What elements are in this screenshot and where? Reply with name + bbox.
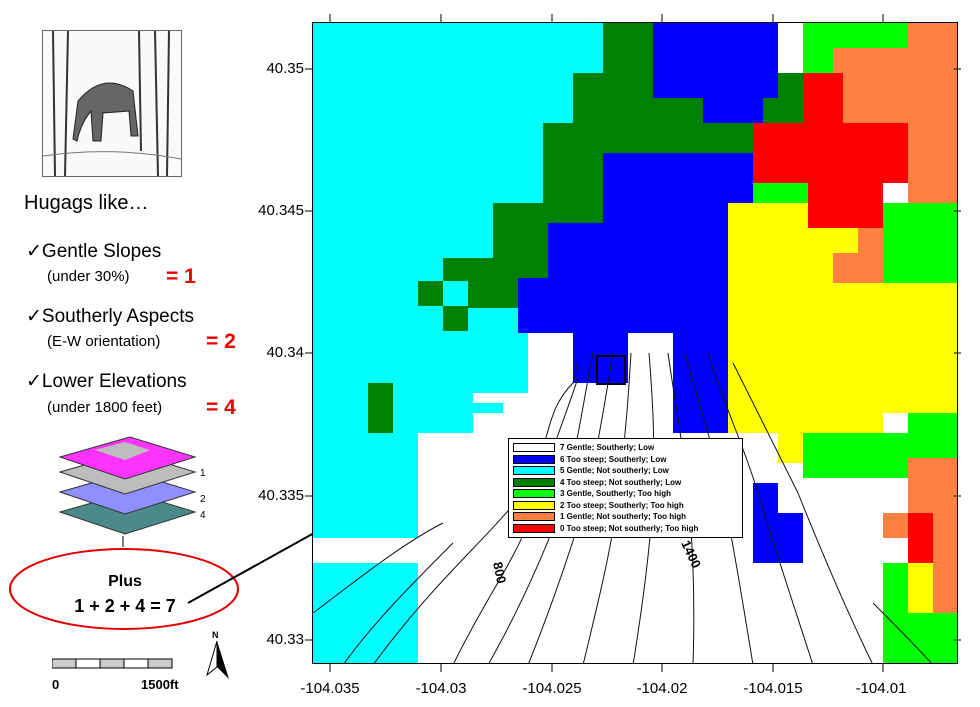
map-cell [313,433,418,538]
scale-bar [51,657,182,669]
map-cell [933,563,957,613]
scale-start: 0 [52,677,60,692]
map-cell [443,281,468,306]
map-cell [883,203,957,283]
legend-swatch [513,512,555,522]
x-tick-104.015: -104.015 [743,680,803,697]
legend-swatch [513,477,555,487]
selected-cell-marker [596,355,626,385]
y-tick-40.345: 40.345 [258,202,304,219]
map-cell [753,513,803,563]
map-cell [753,123,908,183]
map-cell [313,273,418,433]
legend-label: 3 Gentle, Southerly; Too high [560,489,671,499]
map-cell [573,333,628,383]
legend-label: 0 Too steep; Not southerly; Too high [560,523,699,533]
x-tick-104.02: -104.02 [636,680,688,697]
y-tick-40.33: 40.33 [266,631,304,648]
legend-label: 6 Too steep; Southerly; Low [560,454,667,464]
layer-number-4: 4 [200,510,206,521]
map-cell [418,393,473,433]
map-cell [883,303,957,413]
map-cell [833,253,883,283]
y-tick-40.35: 40.35 [266,60,304,77]
hugag-illustration [42,30,182,177]
legend-swatch [513,489,555,499]
map-cell [908,513,933,563]
legend-label: 5 Gentle; Not southerly; Low [560,466,669,476]
map-cell [368,588,418,638]
layer-stack-diagram: 1 2 4 [55,432,220,547]
criterion-elevation-detail: (under 1800 feet) [47,399,163,416]
layer-number-1: 1 [200,468,206,479]
legend-row: 0 Too steep; Not southerly; Too high [513,523,738,535]
criterion-slope-label: ✓Gentle Slopes [26,241,162,262]
legend-row: 5 Gentle; Not southerly; Low [513,465,738,477]
criterion-elevation-label: ✓Lower Elevations [26,371,187,392]
plus-equation: 1 + 2 + 4 = 7 [74,596,176,616]
axis-ticks [305,14,961,672]
map-cell [908,23,957,203]
legend-swatch [513,443,555,453]
layer-number-2: 2 [200,494,206,505]
legend-row: 1 Gentle; Not southerly; Too high [513,511,738,523]
map-cell [518,278,618,333]
legend-swatch [513,454,555,464]
legend-swatch [513,523,555,533]
x-tick-104.01: -104.01 [855,680,907,697]
map-cell [728,203,883,433]
map-cell [908,563,933,613]
plus-label: Plus [108,573,142,590]
criterion-elevation-value: = 4 [206,396,236,419]
map-cell [703,98,763,123]
legend-row: 3 Gentle, Southerly; Too high [513,488,738,500]
map-cell [808,183,883,228]
x-tick-104.035: -104.035 [300,680,360,697]
x-tick-104.03: -104.03 [415,680,467,697]
contour-label-800: 800 [490,561,509,585]
map-cell [473,403,503,413]
legend-label: 4 Too steep; Not southerly; Low [560,477,682,487]
criterion-aspect-detail: (E-W orientation) [47,333,161,350]
north-label: N [212,630,219,640]
plus-ellipse [8,547,240,632]
legend-label: 1 Gentle; Not southerly; Too high [560,512,687,522]
criterion-aspect-label: ✓Southerly Aspects [26,306,195,327]
heading: Hugags like… [24,192,149,214]
legend-label: 7 Gentle; Southerly; Low [560,443,655,453]
y-tick-40.34: 40.34 [266,344,304,361]
north-arrow-icon: N [203,629,237,681]
map-cell [908,408,957,458]
legend-swatch [513,500,555,510]
criterion-slope-value: = 1 [166,265,196,288]
map-cell [778,433,803,463]
y-tick-40.335: 40.335 [258,487,304,504]
scale-end: 1500ft [141,677,179,692]
map-cell [653,23,778,98]
legend-row: 4 Too steep; Not southerly; Low [513,477,738,489]
criterion-aspect-value: = 2 [206,330,236,353]
suitability-map: 800 1400 [312,22,958,664]
x-tick-104.025: -104.025 [522,680,582,697]
legend-row: 2 Too steep; Southerly; Too high [513,500,738,512]
legend-swatch [513,466,555,476]
legend-row: 7 Gentle; Southerly; Low [513,442,738,454]
legend-row: 6 Too steep; Southerly; Low [513,454,738,466]
map-legend: 7 Gentle; Southerly; Low 6 Too steep; So… [508,438,743,538]
legend-label: 2 Too steep; Southerly; Too high [560,500,684,510]
criterion-slope-detail: (under 30%) [47,268,130,285]
map-cell [883,513,908,538]
map-cell [443,306,468,331]
map-cell [368,383,393,433]
